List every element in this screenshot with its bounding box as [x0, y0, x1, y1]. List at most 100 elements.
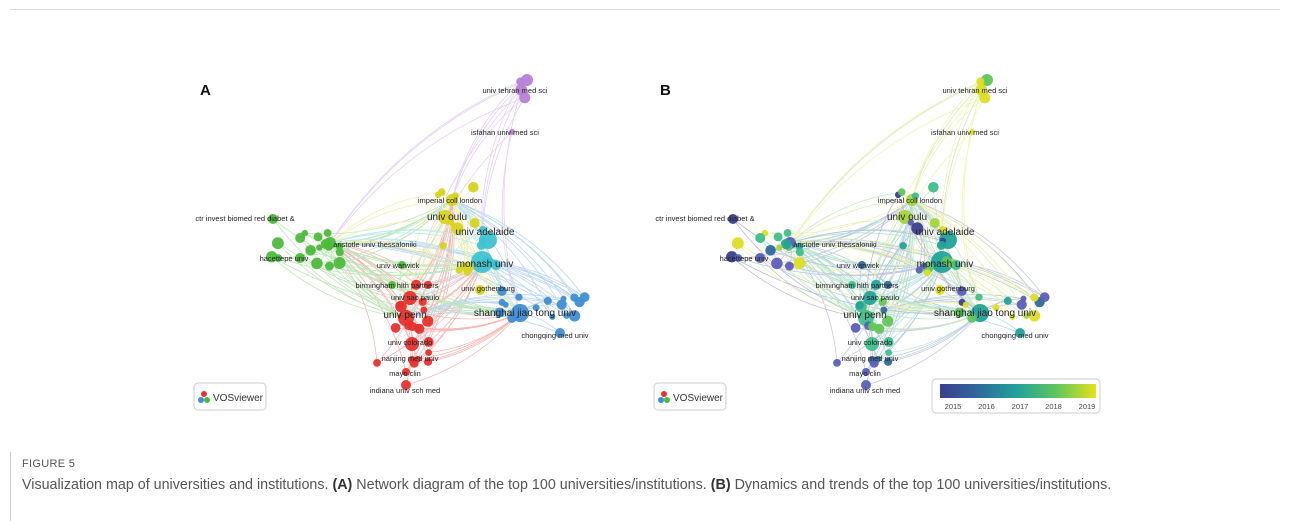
edge — [779, 247, 867, 319]
edge — [911, 199, 1045, 298]
edge — [788, 246, 981, 314]
node — [1028, 310, 1041, 322]
node — [479, 225, 487, 234]
node — [1030, 293, 1039, 302]
node — [871, 279, 882, 290]
edge — [272, 218, 407, 319]
node — [455, 266, 463, 274]
node-label: univ gothenburg — [921, 284, 975, 293]
node-label: shanghai jiao tong univ — [474, 308, 576, 319]
node — [323, 229, 332, 237]
edge — [329, 241, 580, 303]
caption-text: Network diagram of the top 100 universit… — [352, 477, 711, 493]
node-label: mayo clin — [389, 369, 421, 378]
node — [463, 269, 471, 277]
node — [795, 242, 804, 251]
node — [784, 261, 794, 271]
node-label: mayo clin — [849, 369, 881, 378]
node — [405, 337, 419, 351]
node — [850, 323, 861, 333]
node — [320, 238, 332, 250]
edge — [789, 241, 1035, 298]
caption-text: Dynamics and trends of the top 100 unive… — [730, 477, 1112, 493]
edge — [732, 218, 867, 319]
edge — [405, 222, 452, 319]
node — [880, 306, 888, 314]
edge — [789, 242, 963, 292]
edge — [786, 199, 913, 245]
edge — [299, 237, 521, 314]
node — [969, 129, 975, 135]
node — [515, 83, 528, 96]
edge — [423, 199, 453, 311]
node — [403, 291, 417, 305]
edge — [329, 238, 483, 263]
edge — [865, 306, 981, 319]
node-label: indiana univ sch med — [370, 386, 440, 395]
edge — [789, 238, 943, 263]
node — [469, 218, 480, 229]
edge — [405, 289, 481, 319]
edge — [911, 199, 1027, 316]
node-label: univ oulu — [427, 212, 467, 223]
edge — [451, 199, 469, 268]
edge — [329, 241, 460, 271]
node-label: monash univ — [457, 259, 514, 270]
edge — [865, 227, 918, 319]
node-label: univ sao paulo — [851, 293, 899, 302]
edge — [788, 246, 867, 319]
node — [532, 304, 540, 312]
node — [776, 244, 783, 251]
edge — [759, 257, 867, 319]
edge — [271, 256, 521, 315]
logo-icon — [664, 397, 670, 403]
node — [882, 315, 894, 327]
edge — [329, 199, 453, 244]
node — [976, 77, 985, 86]
node — [549, 313, 556, 320]
node — [398, 261, 406, 269]
edge — [339, 199, 453, 247]
node — [923, 269, 931, 277]
edge — [278, 199, 453, 259]
edge — [789, 242, 1027, 316]
edge — [789, 219, 935, 244]
edge — [329, 232, 482, 246]
node-label: isfahan univ med sci — [931, 128, 999, 137]
edge — [401, 264, 521, 314]
node — [491, 260, 502, 271]
edge — [411, 261, 483, 345]
logo-text: VOSviewer — [213, 393, 264, 404]
edge — [271, 256, 407, 319]
edge — [789, 242, 867, 373]
edge — [911, 199, 922, 271]
logo-text: VOSviewer — [673, 393, 724, 404]
edge — [916, 228, 981, 314]
colorbar-tick-label: 2018 — [1045, 402, 1062, 411]
node-label: univ tehran med sci — [482, 86, 547, 95]
edge — [304, 199, 453, 235]
node-label: birmingham hlth partners — [356, 281, 439, 290]
node — [295, 253, 305, 263]
figure-label: FIGURE 5 — [22, 458, 76, 470]
node — [563, 312, 570, 319]
edge — [861, 264, 981, 314]
node — [755, 253, 765, 263]
edge — [865, 245, 904, 319]
node — [865, 337, 879, 351]
edge — [865, 222, 912, 319]
node — [765, 244, 776, 256]
node — [962, 301, 969, 308]
node — [447, 219, 455, 226]
edge — [405, 300, 503, 319]
edge — [878, 199, 913, 330]
node-label: univ adelaide — [916, 227, 975, 238]
node — [975, 293, 983, 301]
edge — [329, 219, 475, 244]
edge — [865, 300, 963, 319]
logo-box — [193, 382, 267, 411]
edge — [789, 241, 920, 271]
node — [939, 225, 947, 234]
node — [1015, 328, 1025, 338]
